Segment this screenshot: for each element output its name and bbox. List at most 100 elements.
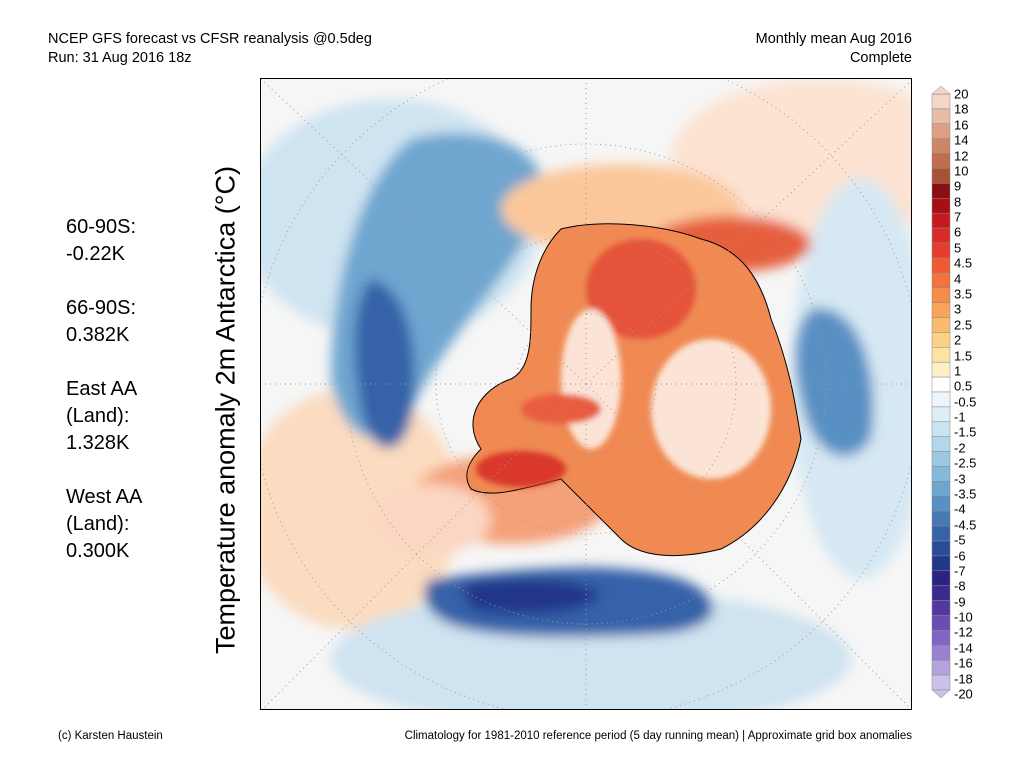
colorbar-tick-label: -4.5 [954,517,977,533]
colorbar [931,86,951,698]
stat-60-90s: 60-90S: -0.22K [66,214,142,268]
colorbar-swatch [931,496,951,512]
colorbar-tick-label: 1 [954,363,962,379]
map-header-left: NCEP GFS forecast vs CFSR reanalysis @0.… [48,30,372,68]
colorbar-tick-label: -12 [954,624,973,640]
land-anomaly-detail [476,239,771,487]
colorbar-swatch [931,302,951,318]
graticule [261,79,911,709]
stat-label: East AA [66,378,138,400]
colorbar-tick-label: -14 [954,640,973,656]
colorbar-tick-label: -8 [954,578,966,594]
stat-west-aa: West AA (Land): 0.300K [66,484,142,565]
colorbar-swatch [931,317,951,333]
colorbar-tick-label: -6 [954,548,966,564]
polar-stereographic-map [261,79,911,709]
map-variable-label: Temperature anomaly 2m Antarctica (°C) [210,166,241,654]
colorbar-swatch [931,436,951,452]
colorbar-tick-label: 3.5 [954,286,973,302]
colorbar-swatch [931,361,951,378]
colorbar-swatch [931,123,951,139]
colorbar-swatch [931,600,951,616]
colorbar-tick-label: 10 [954,163,969,179]
colorbar-tick-label: -10 [954,609,973,625]
colorbar-tick-label: 16 [954,117,969,133]
colorbar-tick-label: 4.5 [954,255,973,271]
colorbar-tick-label: -5 [954,532,966,548]
stat-east-aa: East AA (Land): 1.328K [66,376,142,457]
stat-value: 1.328K [66,432,130,454]
colorbar-swatch [931,347,951,363]
colorbar-swatch [931,555,951,572]
colorbar-swatch [931,376,951,393]
stat-label: 66-90S: [66,297,137,319]
colorbar-swatch [931,153,951,169]
colorbar-tick-label: 2.5 [954,317,973,333]
colorbar-tick-label: -0.5 [954,394,977,410]
colorbar-tick-label: 8 [954,194,962,210]
colorbar-tick-label: -3 [954,471,966,487]
colorbar-swatch [931,585,951,601]
colorbar-tick-label: -18 [954,671,973,687]
colorbar-swatch [931,481,951,497]
colorbar-tick-label: -2 [954,440,966,456]
colorbar-swatch [931,257,951,274]
run-time: Run: 31 Aug 2016 18z [48,50,192,66]
colorbar-swatch [931,168,951,184]
colorbar-swatch [931,674,951,691]
colorbar-swatch [931,272,951,288]
period-title: Monthly mean Aug 2016 [755,31,912,47]
colorbar-swatch [931,212,951,229]
map-header-right: Monthly mean Aug 2016 Complete [756,30,912,68]
colorbar-min-arrow [931,689,951,698]
stat-label: (Land): [66,405,130,427]
stat-value: -0.22K [66,243,125,265]
colorbar-swatch [931,227,951,244]
colorbar-swatch [931,108,951,125]
colorbar-swatch [931,421,951,437]
colorbar-tick-label: 0.5 [954,378,973,394]
colorbar-swatch [931,138,951,154]
colorbar-tick-label: 3 [954,301,962,317]
colorbar-tick-label: -2.5 [954,455,977,471]
colorbar-swatch [931,332,951,348]
colorbar-tick-label: -16 [954,655,973,671]
colorbar-swatch [931,406,951,423]
colorbar-swatch [931,630,951,646]
anomaly-map [260,78,912,710]
colorbar-tick-label: 4 [954,271,962,287]
copyright: (c) Karsten Haustein [58,730,163,742]
stat-label: 60-90S: [66,216,137,238]
colorbar-tick-label: -1.5 [954,424,977,440]
colorbar-swatch [931,645,951,661]
colorbar-swatch [931,540,951,557]
stat-value: 0.300K [66,540,130,562]
stat-label: West AA [66,486,143,508]
colorbar-swatch [931,659,951,676]
colorbar-tick-label: -9 [954,594,966,610]
colorbar-max-arrow [931,86,951,95]
colorbar-tick-label: 7 [954,209,962,225]
colorbar-swatch [931,93,951,110]
colorbar-tick-label: 9 [954,178,962,194]
climatology-note: Climatology for 1981-2010 reference peri… [404,730,912,742]
stat-66-90s: 66-90S: 0.382K [66,295,142,349]
completion-status: Complete [849,50,912,66]
colorbar-swatch [931,242,951,259]
colorbar-tick-label: 20 [954,86,969,102]
colorbar-swatch [931,287,951,303]
colorbar-tick-label: 1.5 [954,348,973,364]
colorbar-swatch [931,466,951,482]
model-title: NCEP GFS forecast vs CFSR reanalysis @0.… [48,31,372,47]
anomaly-field [261,79,911,709]
colorbar-tick-label: -7 [954,563,966,579]
colorbar-swatch [931,391,951,408]
colorbar-swatch [931,510,951,527]
colorbar-swatch [931,525,951,542]
colorbar-swatch [931,570,951,586]
colorbar-tick-label: -3.5 [954,486,977,502]
colorbar-tick-label: -1 [954,409,966,425]
colorbar-tick-label: 2 [954,332,962,348]
colorbar-tick-label: 14 [954,132,969,148]
colorbar-swatch [931,183,951,199]
